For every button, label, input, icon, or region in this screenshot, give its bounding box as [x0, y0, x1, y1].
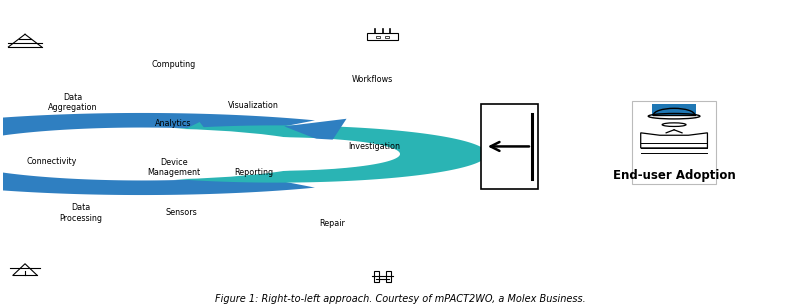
Polygon shape — [142, 125, 487, 183]
Text: End-user Adoption: End-user Adoption — [613, 169, 735, 182]
Text: Analytics: Analytics — [155, 119, 192, 128]
Text: Reporting: Reporting — [234, 168, 274, 177]
FancyBboxPatch shape — [632, 102, 716, 184]
Text: Connectivity: Connectivity — [27, 157, 78, 166]
Text: Figure 1: Right-to-left approach. Courtesy of mPACT2WO, a Molex Business.: Figure 1: Right-to-left approach. Courte… — [214, 294, 586, 304]
Text: Data
Aggregation: Data Aggregation — [48, 93, 98, 112]
Text: Visualization: Visualization — [227, 101, 278, 110]
Text: Workflows: Workflows — [351, 75, 393, 84]
Text: Computing: Computing — [151, 60, 196, 69]
Bar — [376, 36, 380, 38]
Bar — [386, 271, 391, 282]
Polygon shape — [284, 119, 346, 144]
Bar — [385, 36, 389, 38]
Text: Data
Processing: Data Processing — [59, 203, 102, 223]
Bar — [374, 271, 379, 282]
Polygon shape — [170, 122, 216, 143]
Ellipse shape — [158, 138, 396, 170]
Polygon shape — [0, 113, 315, 195]
Text: Investigation: Investigation — [349, 142, 401, 151]
FancyBboxPatch shape — [481, 104, 538, 189]
Bar — [367, 33, 398, 40]
Text: Device
Management: Device Management — [147, 158, 200, 177]
Text: Repair: Repair — [319, 219, 346, 228]
Ellipse shape — [0, 128, 330, 180]
Text: Sensors: Sensors — [166, 209, 198, 217]
